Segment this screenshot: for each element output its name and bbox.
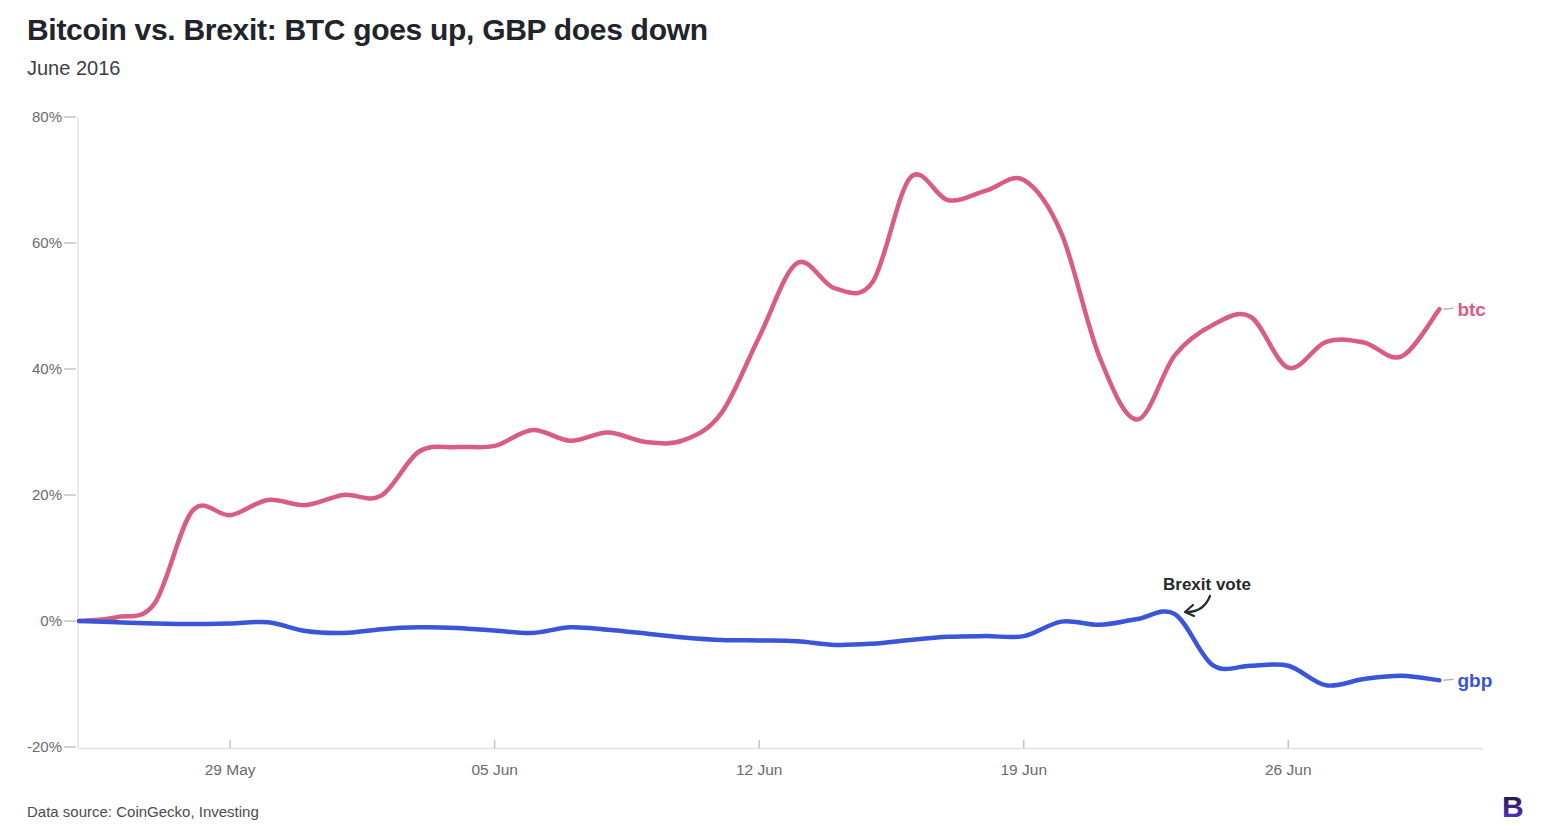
x-tick-label: 29 May <box>205 761 256 778</box>
y-tick-label: 80% <box>32 108 62 125</box>
x-tick-label: 19 Jun <box>1000 761 1047 778</box>
brand-logo-letter: B <box>1502 790 1524 823</box>
chart-page: Bitcoin vs. Brexit: BTC goes up, GBP doe… <box>0 0 1546 836</box>
gbp-label-connector <box>1443 679 1453 680</box>
btc-series-label: btc <box>1457 299 1486 320</box>
y-tick-label: -20% <box>27 738 62 755</box>
line-chart: 80% 60% 40% 20% 0% -20% 29 May 05 Jun 12 Jun 19 J… <box>0 0 1546 836</box>
brand-logo-icon: B <box>1499 790 1529 824</box>
btc-line <box>79 174 1439 621</box>
gbp-series-label: gbp <box>1457 670 1492 691</box>
x-tick-label: 26 Jun <box>1265 761 1312 778</box>
annotation-brexit-vote: Brexit vote <box>1163 575 1251 594</box>
y-tick-label: 60% <box>32 234 62 251</box>
page-title: Bitcoin vs. Brexit: BTC goes up, GBP doe… <box>27 12 708 48</box>
y-tick-label: 0% <box>40 612 62 629</box>
y-tick-label: 40% <box>32 360 62 377</box>
annotation-arrow <box>1187 596 1210 612</box>
chart-header: Bitcoin vs. Brexit: BTC goes up, GBP doe… <box>27 12 708 80</box>
btc-label-connector <box>1443 308 1453 309</box>
data-source: Data source: CoinGecko, Investing <box>27 803 259 820</box>
y-tick-label: 20% <box>32 486 62 503</box>
x-tick-label: 05 Jun <box>471 761 518 778</box>
x-tick-label: 12 Jun <box>736 761 783 778</box>
gbp-line <box>79 611 1439 685</box>
page-subtitle: June 2016 <box>27 57 708 80</box>
